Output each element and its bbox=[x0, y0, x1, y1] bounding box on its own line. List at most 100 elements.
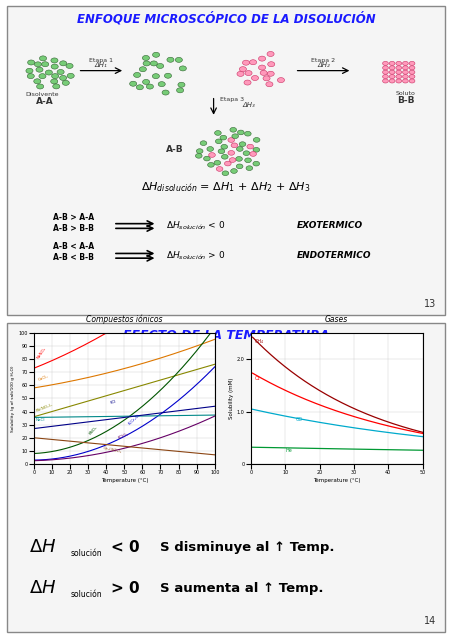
Circle shape bbox=[200, 141, 207, 145]
Circle shape bbox=[57, 70, 64, 74]
Circle shape bbox=[179, 66, 186, 71]
Text: NaCl: NaCl bbox=[36, 418, 45, 422]
Circle shape bbox=[227, 138, 234, 142]
Text: S aumenta al ↑ Temp.: S aumenta al ↑ Temp. bbox=[159, 582, 322, 595]
Circle shape bbox=[176, 88, 183, 93]
Circle shape bbox=[215, 139, 221, 144]
Circle shape bbox=[142, 56, 149, 60]
Text: $\Delta H_{disolución}$ = $\Delta H_{1}$ + $\Delta H_{2}$ + $\Delta H_{3}$: $\Delta H_{disolución}$ = $\Delta H_{1}$… bbox=[141, 180, 310, 193]
Circle shape bbox=[150, 61, 157, 66]
Text: Etapa 2: Etapa 2 bbox=[311, 58, 335, 63]
Circle shape bbox=[216, 166, 222, 172]
Text: EXOTERMICO: EXOTERMICO bbox=[296, 221, 362, 230]
Circle shape bbox=[382, 74, 387, 79]
Circle shape bbox=[143, 61, 150, 66]
Text: A-A: A-A bbox=[36, 97, 53, 106]
Circle shape bbox=[402, 70, 407, 74]
Text: A-B > B-B: A-B > B-B bbox=[53, 223, 94, 232]
Circle shape bbox=[402, 61, 407, 65]
Circle shape bbox=[195, 154, 202, 158]
Circle shape bbox=[249, 152, 256, 156]
Text: < 0: < 0 bbox=[110, 540, 139, 555]
Circle shape bbox=[267, 61, 274, 67]
Text: Etapa 3: Etapa 3 bbox=[220, 97, 244, 102]
Circle shape bbox=[227, 150, 234, 156]
Circle shape bbox=[45, 70, 52, 75]
Circle shape bbox=[235, 157, 242, 161]
Text: CH₄: CH₄ bbox=[254, 339, 263, 344]
Circle shape bbox=[129, 81, 136, 86]
Circle shape bbox=[66, 63, 73, 68]
Circle shape bbox=[60, 61, 67, 66]
Text: KNO₃: KNO₃ bbox=[88, 426, 98, 436]
Circle shape bbox=[164, 73, 171, 78]
Circle shape bbox=[51, 64, 58, 69]
Circle shape bbox=[39, 56, 46, 61]
Circle shape bbox=[207, 163, 214, 167]
Circle shape bbox=[244, 131, 251, 136]
Circle shape bbox=[214, 131, 221, 135]
Circle shape bbox=[267, 51, 273, 56]
Circle shape bbox=[136, 84, 143, 90]
Circle shape bbox=[382, 61, 387, 65]
Text: CaCl₂: CaCl₂ bbox=[37, 374, 49, 382]
Circle shape bbox=[152, 52, 159, 58]
Circle shape bbox=[253, 138, 259, 142]
Text: EFECTO DE LA TEMPERATURA: EFECTO DE LA TEMPERATURA bbox=[123, 329, 328, 342]
Circle shape bbox=[221, 154, 228, 159]
Text: A-B < A-A: A-B < A-A bbox=[53, 243, 94, 252]
Circle shape bbox=[26, 68, 33, 74]
Circle shape bbox=[230, 169, 237, 173]
Circle shape bbox=[236, 72, 244, 76]
Text: CO: CO bbox=[295, 417, 302, 422]
Y-axis label: Solubility (g of salt/100 g H₂O): Solubility (g of salt/100 g H₂O) bbox=[11, 365, 15, 431]
Circle shape bbox=[402, 74, 407, 79]
Circle shape bbox=[152, 74, 159, 79]
Circle shape bbox=[213, 161, 220, 165]
Circle shape bbox=[34, 62, 41, 67]
Text: > 0: > 0 bbox=[110, 580, 139, 596]
Text: K₂Cr₂O₇: K₂Cr₂O₇ bbox=[128, 412, 142, 426]
Circle shape bbox=[395, 66, 401, 70]
Text: ENDOTERMICO: ENDOTERMICO bbox=[296, 251, 371, 260]
Circle shape bbox=[277, 77, 284, 83]
Circle shape bbox=[224, 161, 230, 166]
Circle shape bbox=[158, 82, 165, 86]
Text: $\Delta H_{solución}$ < 0: $\Delta H_{solución}$ < 0 bbox=[166, 220, 225, 232]
Text: $\Delta H$: $\Delta H$ bbox=[29, 538, 56, 556]
Circle shape bbox=[382, 79, 387, 83]
Circle shape bbox=[253, 161, 259, 166]
Text: Ce₂(SO₄)₃: Ce₂(SO₄)₃ bbox=[102, 446, 122, 454]
Circle shape bbox=[178, 83, 184, 87]
Circle shape bbox=[27, 74, 34, 79]
Circle shape bbox=[236, 164, 243, 169]
Circle shape bbox=[258, 65, 265, 70]
Text: ΔH₃: ΔH₃ bbox=[242, 102, 254, 108]
Circle shape bbox=[37, 84, 44, 89]
Circle shape bbox=[156, 63, 163, 68]
Circle shape bbox=[51, 74, 59, 79]
Circle shape bbox=[221, 171, 228, 175]
Circle shape bbox=[220, 135, 226, 140]
Circle shape bbox=[51, 58, 58, 63]
Circle shape bbox=[246, 144, 253, 149]
Circle shape bbox=[253, 147, 259, 152]
Circle shape bbox=[408, 70, 414, 74]
Circle shape bbox=[408, 79, 414, 83]
Circle shape bbox=[230, 127, 236, 132]
Circle shape bbox=[244, 70, 252, 76]
Text: NaNO₃: NaNO₃ bbox=[36, 347, 46, 360]
Circle shape bbox=[203, 156, 210, 161]
Circle shape bbox=[28, 60, 35, 65]
Circle shape bbox=[36, 67, 43, 72]
Circle shape bbox=[239, 142, 245, 147]
Circle shape bbox=[236, 147, 243, 151]
Text: Compuestos iónicos: Compuestos iónicos bbox=[86, 314, 162, 324]
Circle shape bbox=[239, 67, 246, 72]
Circle shape bbox=[249, 60, 256, 65]
Circle shape bbox=[221, 145, 227, 149]
FancyBboxPatch shape bbox=[7, 6, 444, 316]
Circle shape bbox=[402, 66, 407, 70]
Text: solución: solución bbox=[71, 549, 102, 558]
X-axis label: Temperature (°C): Temperature (°C) bbox=[100, 478, 148, 483]
